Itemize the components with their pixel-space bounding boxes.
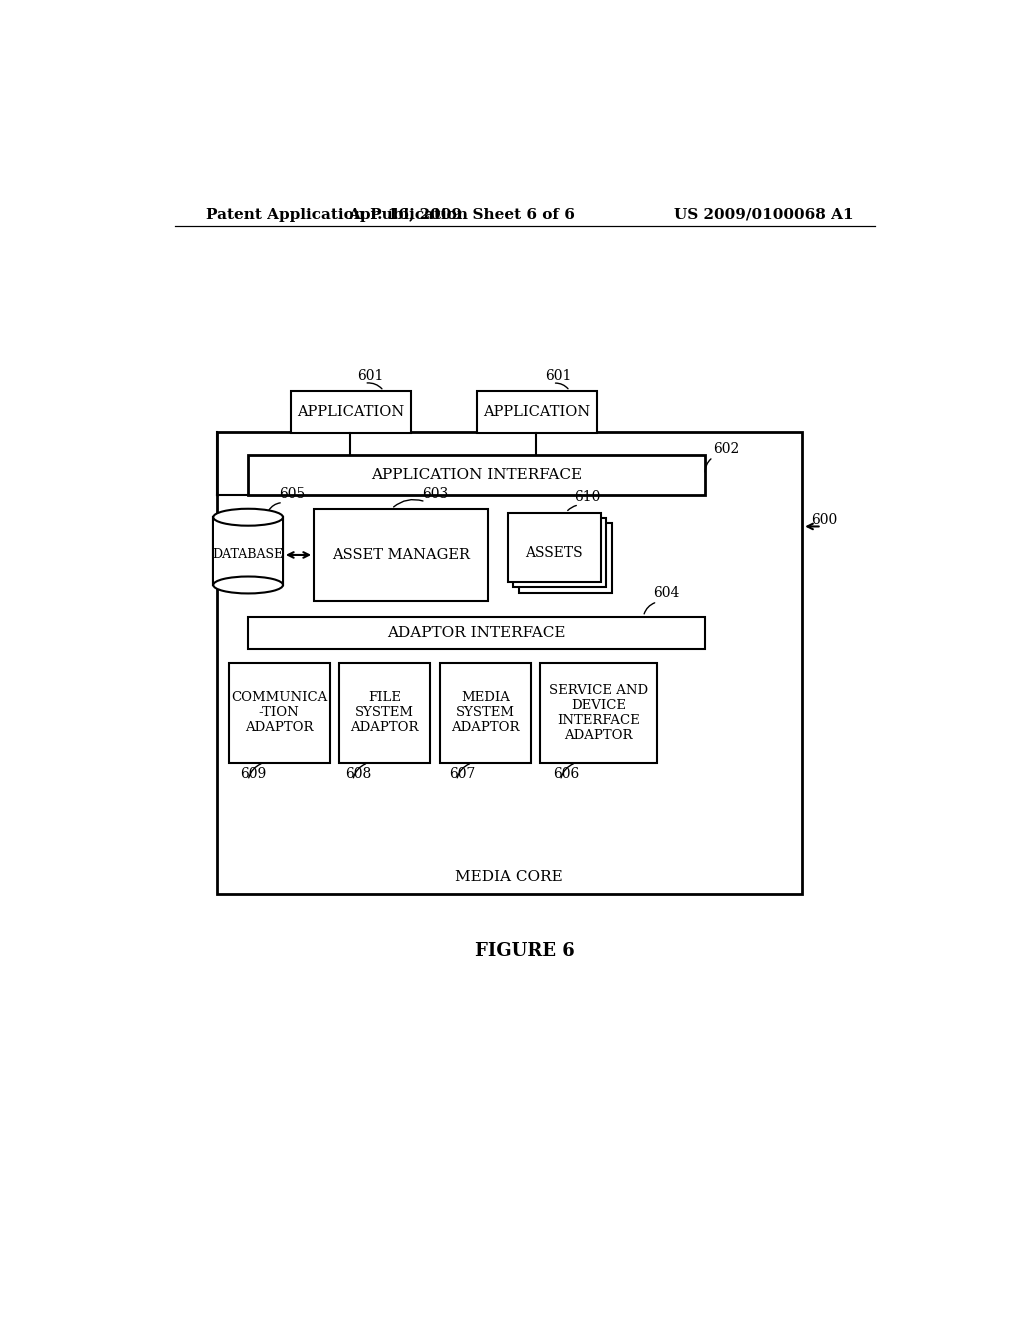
Bar [248, 616, 706, 649]
Text: ASSETS: ASSETS [525, 545, 583, 560]
Bar [339, 663, 430, 763]
Text: COMMUNICA
-TION
ADAPTOR: COMMUNICA -TION ADAPTOR [231, 692, 328, 734]
Text: 606: 606 [553, 767, 579, 781]
Bar [513, 517, 606, 587]
Text: DATABASE: DATABASE [213, 548, 284, 561]
Text: Apr. 16, 2009  Sheet 6 of 6: Apr. 16, 2009 Sheet 6 of 6 [348, 207, 574, 222]
Text: 608: 608 [345, 767, 372, 781]
Bar [314, 508, 488, 601]
Text: 607: 607 [450, 767, 476, 781]
Bar [228, 663, 330, 763]
Text: SERVICE AND
DEVICE
INTERFACE
ADAPTOR: SERVICE AND DEVICE INTERFACE ADAPTOR [549, 684, 648, 742]
Text: 610: 610 [574, 490, 601, 504]
Bar [213, 517, 283, 585]
Bar [508, 512, 601, 582]
Bar [439, 663, 531, 763]
Ellipse shape [213, 577, 283, 594]
Text: 602: 602 [713, 442, 739, 457]
Bar [214, 517, 283, 585]
Text: MEDIA
SYSTEM
ADAPTOR: MEDIA SYSTEM ADAPTOR [451, 692, 519, 734]
Text: 603: 603 [423, 487, 449, 502]
Text: FILE
SYSTEM
ADAPTOR: FILE SYSTEM ADAPTOR [350, 692, 419, 734]
Ellipse shape [213, 508, 283, 525]
Text: 604: 604 [653, 586, 680, 601]
Text: 609: 609 [241, 767, 266, 781]
Text: 601: 601 [545, 370, 571, 383]
Bar [518, 524, 611, 593]
Text: FIGURE 6: FIGURE 6 [475, 942, 574, 961]
Bar [477, 391, 597, 433]
Bar [291, 391, 411, 433]
Bar [217, 432, 802, 894]
Text: APPLICATION: APPLICATION [297, 405, 404, 418]
Text: Patent Application Publication: Patent Application Publication [206, 207, 468, 222]
Text: ASSET MANAGER: ASSET MANAGER [332, 548, 470, 562]
Text: ADAPTOR INTERFACE: ADAPTOR INTERFACE [387, 626, 566, 640]
Text: 600: 600 [812, 513, 838, 527]
Text: 605: 605 [280, 487, 305, 502]
Text: 601: 601 [357, 370, 384, 383]
Bar [248, 455, 706, 495]
Bar [541, 663, 656, 763]
Text: MEDIA CORE: MEDIA CORE [456, 870, 563, 884]
Text: APPLICATION: APPLICATION [482, 405, 590, 418]
Text: US 2009/0100068 A1: US 2009/0100068 A1 [674, 207, 853, 222]
Text: APPLICATION INTERFACE: APPLICATION INTERFACE [371, 467, 583, 482]
